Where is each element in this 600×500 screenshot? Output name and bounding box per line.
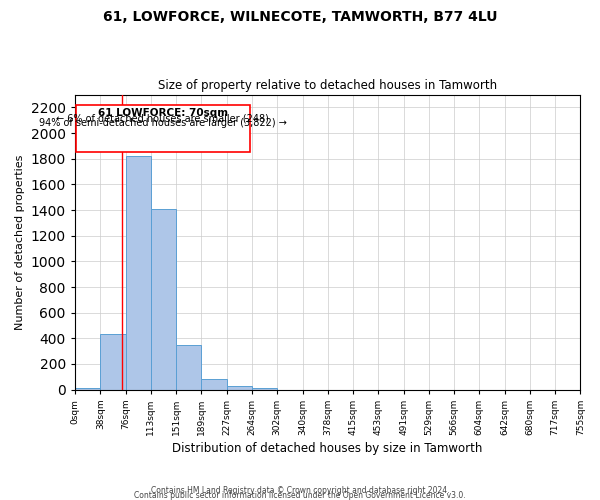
Text: Contains public sector information licensed under the Open Government Licence v3: Contains public sector information licen… bbox=[134, 490, 466, 500]
Bar bbox=[176, 344, 202, 390]
Y-axis label: Number of detached properties: Number of detached properties bbox=[15, 154, 25, 330]
Bar bbox=[75, 388, 100, 390]
Bar bbox=[251, 388, 277, 390]
Bar bbox=[227, 386, 251, 390]
Title: Size of property relative to detached houses in Tamworth: Size of property relative to detached ho… bbox=[158, 79, 497, 92]
Bar bbox=[202, 380, 227, 390]
X-axis label: Distribution of detached houses by size in Tamworth: Distribution of detached houses by size … bbox=[172, 442, 483, 455]
Text: 94% of semi-detached houses are larger (3,822) →: 94% of semi-detached houses are larger (… bbox=[39, 118, 287, 128]
Text: 61 LOWFORCE: 70sqm: 61 LOWFORCE: 70sqm bbox=[98, 108, 228, 118]
Bar bbox=[126, 156, 151, 390]
Text: Contains HM Land Registry data © Crown copyright and database right 2024.: Contains HM Land Registry data © Crown c… bbox=[151, 486, 449, 495]
Text: 61, LOWFORCE, WILNECOTE, TAMWORTH, B77 4LU: 61, LOWFORCE, WILNECOTE, TAMWORTH, B77 4… bbox=[103, 10, 497, 24]
Bar bbox=[100, 334, 126, 390]
Bar bbox=[151, 208, 176, 390]
Text: ← 6% of detached houses are smaller (248): ← 6% of detached houses are smaller (248… bbox=[56, 114, 269, 124]
Bar bbox=[76, 105, 250, 152]
